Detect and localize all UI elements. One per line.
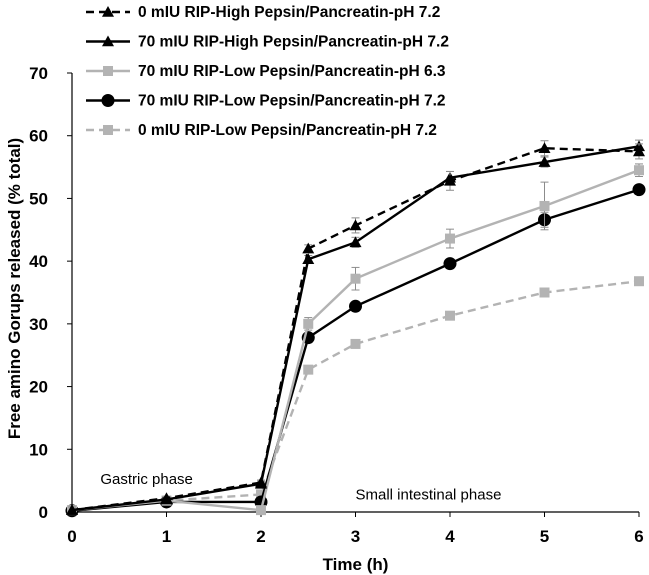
- data-point: [255, 476, 267, 488]
- data-point: [160, 492, 173, 504]
- annotation-text: Small intestinal phase: [356, 486, 502, 503]
- data-point: [634, 276, 644, 287]
- data-point: [66, 504, 78, 515]
- data-point: [256, 489, 266, 500]
- y-tick-label: 10: [29, 440, 48, 459]
- annotation-text: Gastric phase: [100, 471, 193, 488]
- x-tick-label: 0: [67, 527, 76, 546]
- y-tick-label: 30: [29, 315, 48, 334]
- legend-item: 70 mIU RIP-Low Pepsin/Pancreatin-pH 7.2: [86, 93, 446, 110]
- data-point: [303, 364, 314, 375]
- series-3: [67, 163, 644, 516]
- data-point: [445, 233, 455, 244]
- legend-item: 70 mIU RIP-Low Pepsin/Pancreatin-pH 6.3: [86, 63, 446, 80]
- data-point: [350, 273, 361, 284]
- data-point: [633, 145, 645, 157]
- x-tick-label: 3: [351, 527, 360, 546]
- data-point: [634, 165, 644, 176]
- data-point: [539, 287, 550, 298]
- legend-marker: [102, 6, 114, 17]
- data-point: [302, 242, 315, 254]
- legend-label: 70 mIU RIP-Low Pepsin/Pancreatin-pH 6.3: [138, 63, 446, 80]
- series-line: [71, 280, 640, 512]
- series-layer: [65, 139, 646, 518]
- y-tick-label: 50: [29, 189, 48, 208]
- legend-item: 70 mIU RIP-High Pepsin/Pancreatin-pH 7.2: [86, 34, 449, 51]
- series-1: [66, 140, 645, 515]
- x-tick-label: 4: [445, 527, 455, 546]
- data-point: [256, 505, 266, 516]
- legend-label: 0 mIU RIP-High Pepsin/Pancreatin-pH 7.2: [138, 4, 440, 21]
- series-line: [71, 169, 640, 512]
- data-point: [443, 257, 457, 271]
- legend-marker: [103, 125, 113, 135]
- y-axis-title: Free amino Gorups released (% total): [5, 138, 24, 439]
- y-tick-label: 70: [29, 64, 48, 83]
- legend-marker: [102, 35, 114, 47]
- data-point: [539, 200, 550, 211]
- legend-label: 70 mIU RIP-Low Pepsin/Pancreatin-pH 7.2: [138, 93, 446, 110]
- legend-marker: [101, 94, 115, 107]
- x-tick-label: 1: [162, 527, 171, 546]
- x-tick-label: 6: [634, 527, 643, 546]
- data-point: [538, 142, 551, 154]
- data-point: [538, 156, 551, 167]
- legend: 0 mIU RIP-High Pepsin/Pancreatin-pH 7.2 7…: [86, 4, 449, 139]
- y-tick-label: 60: [29, 127, 48, 146]
- annotations: Gastric phase Small intestinal phase: [100, 471, 501, 504]
- legend-item: 0 mIU RIP-High Pepsin/Pancreatin-pH 7.2: [86, 4, 440, 21]
- data-point: [445, 310, 455, 321]
- data-point: [444, 174, 456, 186]
- legend-label: 0 mIU RIP-Low Pepsin/Pancreatin-pH 7.2: [138, 122, 437, 139]
- data-point: [303, 318, 314, 329]
- legend-label: 70 mIU RIP-High Pepsin/Pancreatin-pH 7.2: [138, 34, 449, 51]
- data-point: [350, 338, 361, 349]
- legend-item: 0 mIU RIP-Low Pepsin/Pancreatin-pH 7.2: [86, 122, 437, 139]
- series-2: [66, 139, 645, 515]
- series-line: [71, 145, 640, 512]
- y-tick-label: 40: [29, 252, 48, 271]
- data-point: [349, 236, 362, 248]
- series-line: [71, 147, 640, 512]
- data-point: [349, 299, 362, 313]
- data-point: [349, 219, 362, 231]
- x-axis-title: Time (h): [323, 555, 389, 574]
- y-tick-label: 20: [29, 378, 48, 397]
- legend-marker: [103, 66, 113, 76]
- y-tick-label: 0: [39, 503, 48, 522]
- x-tick-label: 2: [256, 527, 265, 546]
- x-tick-label: 5: [540, 527, 549, 546]
- data-point: [632, 183, 646, 197]
